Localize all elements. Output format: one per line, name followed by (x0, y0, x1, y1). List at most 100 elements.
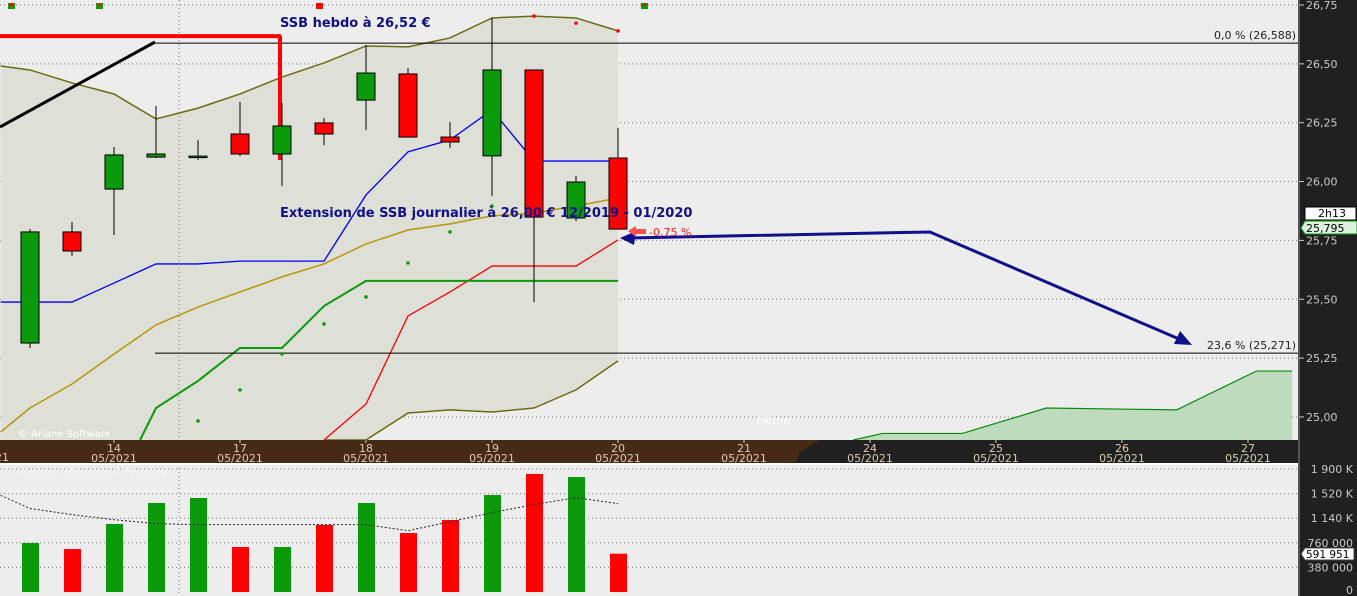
sar-dot (322, 322, 326, 326)
date-day: 18 (359, 442, 373, 455)
fib-label: 23,6 % (25,271) (1207, 339, 1296, 352)
candle-body (524, 69, 544, 218)
sar-dot (448, 230, 452, 234)
y-tick-label: 26,75 (1306, 0, 1338, 12)
panel-separator (0, 463, 1298, 465)
date-labels: 211405/20211705/20211805/20211905/202120… (0, 440, 1271, 465)
candle-body (314, 122, 334, 135)
last-volume-tag: 591 951 (1300, 547, 1355, 561)
candle-body (146, 153, 166, 158)
candle-body (230, 133, 250, 155)
volume-bar (442, 520, 459, 592)
sar-dot (616, 29, 620, 33)
date-month: 05/2021 (973, 452, 1019, 465)
date-day: 20 (611, 442, 625, 455)
last-price: 25,795 (1306, 222, 1345, 235)
volume-tick-label: 0 (1346, 584, 1353, 596)
candle (524, 69, 544, 303)
volume-legend: Volume - Moyenne 5 Périodes (18, 466, 166, 478)
date-month: 05/2021 (1099, 452, 1145, 465)
candle-body (20, 231, 40, 344)
ssb-hebdo-label: SSB hebdo à 26,52 € (280, 16, 431, 31)
candle-body (482, 69, 502, 157)
y-tick-label: 26,50 (1306, 58, 1338, 71)
trendline[interactable] (0, 40, 156, 129)
event-markers[interactable] (8, 3, 648, 9)
change-arrow-icon (628, 226, 646, 237)
date-day: 24 (863, 442, 877, 455)
right-axis[interactable] (1298, 0, 1357, 596)
volume-axis-labels: 1 900 K 1 520 K 1 140 K 760 000 380 000 0 (1308, 463, 1354, 596)
volume-tick-label: 760 000 (1308, 537, 1354, 550)
candle-body (272, 125, 292, 155)
candle (20, 229, 40, 348)
price-axis-labels: 26,75 26,50 26,25 26,00 25,75 25,50 25,25 25,00 (1299, 0, 1338, 424)
candle (146, 105, 166, 159)
candle-body (356, 72, 376, 101)
volume-bar (526, 473, 543, 592)
time-left-tag: 2h13 (1304, 206, 1357, 221)
date-month: 05/2021 (343, 452, 389, 465)
date-label-partial: 21 (0, 451, 9, 464)
parabolic-sar (196, 14, 620, 423)
date-month: 05/2021 (847, 452, 893, 465)
y-tick-label: 26,00 (1306, 176, 1338, 189)
last-price-tag: 25,795 (1300, 220, 1357, 235)
green-line (139, 279, 618, 440)
candle (62, 222, 82, 256)
sar-dot (406, 261, 410, 265)
candle-body (104, 154, 124, 190)
volume-bar (274, 547, 291, 592)
sar-dot (490, 204, 494, 208)
sar-dot (532, 14, 536, 18)
candle-body (188, 155, 208, 159)
volume-bar (232, 547, 249, 592)
candle-body (62, 231, 82, 252)
bollinger-mid (0, 197, 619, 433)
extension-label: Extension de SSB journalier à 26,00 € 12… (280, 206, 692, 221)
change-label: -0,75 % (649, 226, 691, 239)
fibonacci-levels[interactable]: 0,0 % (26,588) 23,6 % (25,271) (155, 29, 1298, 354)
date-month: 05/2021 (1225, 452, 1271, 465)
volume-bar (610, 553, 627, 592)
candle (482, 17, 502, 196)
volume-tick-label: 1 520 K (1311, 488, 1354, 501)
sar-dot (238, 388, 242, 392)
indicator-lines (0, 15, 619, 440)
volume-bar (64, 549, 81, 592)
volume-gridlines (0, 468, 1298, 568)
y-tick-label: 25,75 (1306, 234, 1338, 247)
red-line (323, 239, 619, 440)
volume-tick-label: 1 900 K (1311, 463, 1354, 476)
arrowhead-left-icon (620, 231, 636, 245)
sar-dot (196, 419, 200, 423)
fib-label: 0,0 % (26,588) (1214, 29, 1296, 42)
volume-bar (316, 524, 333, 592)
date-day: 19 (485, 442, 499, 455)
volume-bar (568, 477, 585, 592)
sar-dot (280, 352, 284, 356)
date-day: 25 (989, 442, 1003, 455)
candle (356, 45, 376, 130)
arrowhead-down-icon (1174, 331, 1192, 345)
volume-bars (22, 473, 627, 592)
volume-tick-label: 380 000 (1308, 561, 1354, 574)
time-left: 2h13 (1318, 207, 1346, 220)
candle (188, 140, 208, 160)
band-fill (0, 16, 619, 440)
candle-body (608, 157, 628, 230)
y-tick-label: 26,25 (1306, 117, 1338, 130)
date-day: 27 (1241, 442, 1255, 455)
date-axis-history (0, 440, 820, 464)
candle (440, 121, 460, 148)
sar-dot (364, 295, 368, 299)
y-tick-label: 25,00 (1306, 411, 1338, 424)
candles (20, 17, 628, 348)
bollinger-lower (324, 360, 619, 440)
candle (608, 128, 628, 230)
date-day: 17 (233, 442, 247, 455)
fleche-label: Flèche (757, 415, 790, 427)
projection-arrow[interactable] (620, 230, 1192, 345)
candle (104, 146, 124, 235)
